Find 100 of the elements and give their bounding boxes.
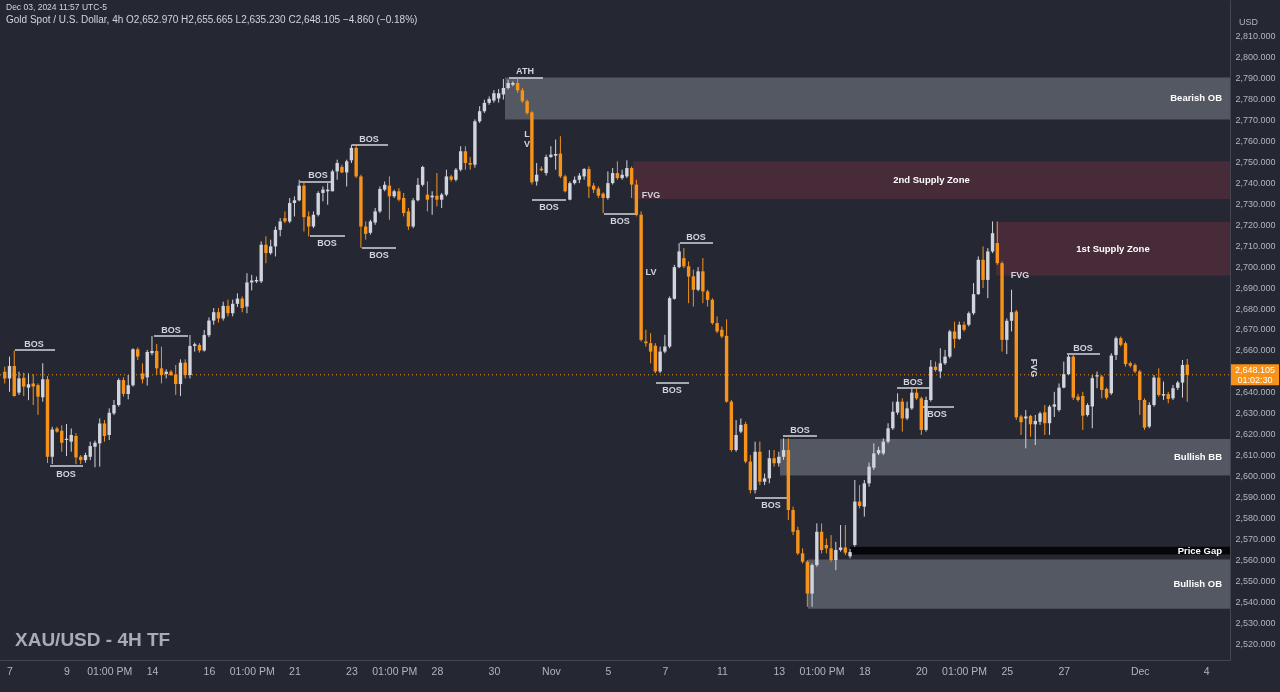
x-tick-label: 16 <box>203 664 216 677</box>
x-tick-label: 01:00 PM <box>229 664 275 677</box>
candlestick <box>126 374 130 400</box>
candlestick <box>848 548 852 559</box>
x-tick-label: 11 <box>716 664 728 677</box>
candlestick <box>696 266 700 292</box>
candlestick <box>74 432 78 465</box>
annotation: BOS <box>539 202 559 212</box>
candlestick <box>278 217 282 237</box>
x-tick-label: 25 <box>1001 664 1014 677</box>
candlestick <box>952 321 957 349</box>
candlestick <box>886 422 890 444</box>
candlestick <box>549 145 553 159</box>
y-tick-label: 2,540.000 <box>1235 596 1276 607</box>
candlestick <box>458 145 463 172</box>
text: XAU/USD - 4H TF <box>15 629 171 650</box>
text: Gold Spot / U.S. Dollar, 4h O2,652.970 H2,655.665 L2,635.230 C2,648.105 −4.860 (−0.18%) <box>6 14 418 25</box>
x-tick-label: 14 <box>146 664 159 677</box>
x-tick-label: 23 <box>346 664 358 677</box>
annotation: Dec 03, 2024 11:57 UTC-5 <box>6 2 108 12</box>
candlestick <box>1161 381 1166 401</box>
candlestick <box>905 401 909 421</box>
x-tick-label: 01:00 PM <box>372 664 418 677</box>
candlestick <box>838 524 843 553</box>
band-label: Bullish BB <box>1173 451 1223 463</box>
y-tick-label: 2,530.000 <box>1235 617 1276 628</box>
band-label: 1st Supply Zone <box>1076 242 1150 254</box>
annotation: FVG <box>1029 358 1039 378</box>
candlestick <box>829 534 833 563</box>
y-tick-label: 2,560.000 <box>1235 554 1276 565</box>
candlestick <box>553 139 558 171</box>
y-tick-label: 2,730.000 <box>1235 198 1276 209</box>
candlestick <box>435 172 439 207</box>
x-tick-label: 9 <box>64 664 71 677</box>
x-tick-label: 7 <box>662 664 669 677</box>
candlestick <box>102 419 107 443</box>
candlestick <box>1009 289 1014 332</box>
annotation: LV <box>523 129 531 149</box>
candlestick <box>1095 370 1099 389</box>
x-tick-label: 21 <box>289 664 301 677</box>
candlestick <box>202 329 206 353</box>
candlestick <box>1180 359 1185 399</box>
y-tick-label: 2,790.000 <box>1235 73 1276 84</box>
ref-line-label: 2,648.105 01:02:30 <box>1234 364 1276 385</box>
y-tick-label: 2,610.000 <box>1235 450 1276 461</box>
annotation: BOS <box>790 425 810 435</box>
y-tick-label: 2,630.000 <box>1235 408 1276 419</box>
candlestick <box>648 332 653 364</box>
annotation: LV <box>645 267 657 277</box>
candlestick <box>335 159 339 181</box>
candlestick <box>587 165 591 199</box>
x-tick-label: 28 <box>431 664 444 677</box>
x-tick-label: 13 <box>773 664 786 677</box>
y-tick-label: 2,690.000 <box>1235 282 1276 293</box>
x-tick-label: 5 <box>605 664 612 677</box>
candlestick <box>36 382 40 416</box>
candlestick <box>682 247 686 269</box>
x-tick-label: 18 <box>858 664 871 677</box>
annotation: FVG <box>641 190 661 200</box>
y-tick-label: 2,770.000 <box>1235 114 1276 125</box>
candlestick <box>691 269 696 308</box>
y-tick-label: 2,780.000 <box>1235 93 1276 104</box>
candlestick <box>701 257 705 304</box>
annotation: BOS <box>359 134 379 144</box>
candlestick <box>734 419 738 453</box>
candlestick <box>862 479 867 518</box>
y-tick-label: 2,640.000 <box>1235 387 1276 398</box>
candlestick <box>363 220 368 241</box>
annotation: BOS <box>369 250 389 260</box>
x-tick-label: 20 <box>915 664 928 677</box>
candlestick <box>772 449 776 468</box>
candlestick <box>69 427 73 453</box>
candlestick <box>292 195 297 217</box>
y-tick-label: 2,720.000 <box>1235 219 1276 230</box>
x-tick-label: 01:00 PM <box>87 664 133 677</box>
candlestick <box>686 260 691 304</box>
y-tick-label: 2,740.000 <box>1235 177 1276 188</box>
y-tick-label: 2,590.000 <box>1235 492 1276 503</box>
candlestick <box>207 316 211 338</box>
annotation: BOS <box>927 409 947 419</box>
x-tick-label: 4 <box>1203 664 1210 677</box>
candlestick <box>629 165 634 199</box>
candlestick <box>226 299 230 317</box>
y-tick-label: 2,800.000 <box>1235 52 1276 63</box>
y-tick-label: 2,670.000 <box>1235 324 1276 335</box>
y-tick-label: 2,550.000 <box>1235 575 1276 586</box>
candlestick <box>658 346 662 374</box>
candlestick <box>1147 401 1151 429</box>
candlestick <box>316 190 320 217</box>
candlestick <box>444 169 449 197</box>
band-label: Bullish OB <box>1173 578 1223 590</box>
annotation: FVG <box>1010 270 1030 280</box>
x-tick-label: Nov <box>542 664 562 677</box>
x-tick-label: 01:00 PM <box>942 664 988 677</box>
y-tick-label: 2,520.000 <box>1235 638 1276 649</box>
candlestick <box>1057 382 1061 413</box>
annotation: ATH <box>516 66 534 76</box>
y-tick-label: 2,700.000 <box>1235 261 1276 272</box>
candlestick <box>416 177 420 202</box>
candlestick <box>1019 414 1023 436</box>
